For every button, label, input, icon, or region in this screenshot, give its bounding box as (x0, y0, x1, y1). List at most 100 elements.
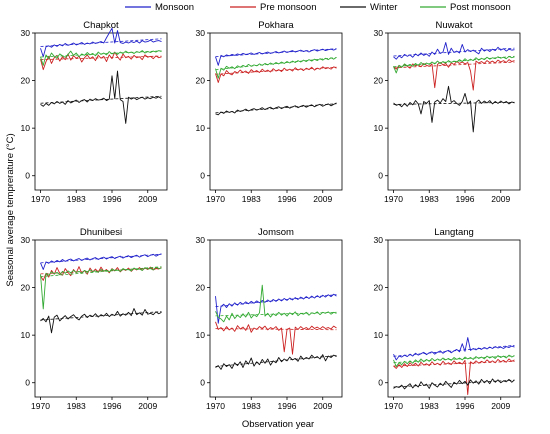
trend-line-pre (40, 55, 162, 61)
panel-frame (209, 32, 343, 191)
y-tick-label: 30 (21, 28, 31, 38)
y-tick-label: 30 (374, 235, 384, 245)
trend-line-monsoon (215, 48, 337, 58)
x-tick-label: 1983 (420, 194, 439, 204)
trend-line-post (40, 266, 162, 278)
panels: Chapkot 0 10 20 30 1970 1983 1996 2009 Pokhara 0 10… (21, 20, 521, 411)
series-line-pre (215, 66, 337, 83)
x-tick-label: 2009 (313, 401, 332, 411)
y-tick-label: 0 (378, 171, 383, 181)
series-line-winter (393, 85, 515, 133)
x-tick-label: 1996 (103, 194, 122, 204)
trend-line-winter (393, 101, 515, 105)
panel-frame (34, 32, 168, 191)
panel-title-nuwakot: Nuwakot (436, 20, 473, 31)
y-tick-label: 30 (21, 235, 31, 245)
x-tick-label: 1996 (278, 401, 297, 411)
series-line-winter (215, 354, 337, 370)
x-tick-label: 1970 (206, 401, 225, 411)
panel-title-pokhara: Pokhara (258, 20, 294, 31)
panel-title-jomsom: Jomsom (258, 227, 294, 238)
series-line-pre (393, 358, 515, 396)
trend-line-post (215, 57, 337, 71)
panel-title-dhunibesi: Dhunibesi (80, 227, 122, 238)
trend-line-pre (215, 328, 337, 331)
y-tick-label: 20 (374, 76, 384, 86)
trend-line-monsoon (393, 47, 515, 57)
series-line-winter (40, 308, 162, 334)
trend-line-winter (215, 355, 337, 367)
panel-frame (387, 32, 521, 191)
trend-line-winter (40, 95, 162, 104)
panel-pokhara: Pokhara 0 10 20 30 1970 1983 1996 2009 (196, 20, 343, 204)
x-tick-label: 1996 (456, 401, 475, 411)
x-tick-label: 1970 (31, 194, 50, 204)
legend-label-post: Post monsoon (450, 2, 511, 13)
series-line-monsoon (215, 48, 337, 66)
series-line-pre (393, 59, 515, 91)
series-line-pre (215, 321, 337, 355)
trend-line-post (393, 355, 515, 364)
y-tick-label: 20 (196, 76, 206, 86)
legend-label-pre: Pre monsoon (260, 2, 317, 13)
y-tick-label: 30 (196, 235, 206, 245)
trend-line-post (393, 55, 515, 68)
panel-dhunibesi: Dhunibesi 0 10 20 30 1970 1983 1996 2009 (21, 227, 168, 411)
x-tick-label: 1970 (31, 401, 50, 411)
y-tick-label: 0 (25, 378, 30, 388)
y-tick-label: 0 (200, 171, 205, 181)
x-tick-label: 1970 (384, 401, 403, 411)
series-line-post (40, 50, 162, 66)
trend-line-monsoon (393, 344, 515, 357)
x-tick-label: 1996 (103, 401, 122, 411)
trend-line-monsoon (40, 38, 162, 47)
x-tick-label: 1996 (278, 194, 297, 204)
panel-langtang: Langtang 0 10 20 30 1970 1983 1996 2009 (374, 227, 521, 411)
legend-label-winter: Winter (370, 2, 397, 13)
y-tick-label: 30 (196, 28, 206, 38)
y-tick-label: 10 (21, 330, 31, 340)
series-line-post (40, 266, 162, 310)
y-tick-label: 0 (200, 378, 205, 388)
panel-title-langtang: Langtang (434, 227, 474, 238)
panel-chapkot: Chapkot 0 10 20 30 1970 1983 1996 2009 (21, 20, 168, 204)
x-tick-label: 1983 (67, 401, 86, 411)
y-tick-label: 0 (378, 378, 383, 388)
trend-line-pre (393, 361, 515, 367)
panel-nuwakot: Nuwakot 0 10 20 30 1970 1983 1996 2009 (374, 20, 521, 204)
x-tick-label: 2009 (491, 194, 510, 204)
x-tick-label: 1983 (420, 401, 439, 411)
trend-line-winter (393, 379, 515, 388)
y-tick-label: 20 (374, 283, 384, 293)
x-tick-label: 1983 (242, 194, 261, 204)
trend-line-monsoon (215, 294, 337, 307)
series-line-post (393, 354, 515, 367)
trend-line-post (40, 50, 162, 58)
x-axis-label: Observation year (242, 419, 314, 430)
x-tick-label: 1983 (67, 194, 86, 204)
x-tick-label: 1983 (242, 401, 261, 411)
x-tick-label: 1970 (206, 194, 225, 204)
series-line-monsoon (215, 293, 337, 324)
y-tick-label: 30 (374, 28, 384, 38)
trend-line-winter (215, 103, 337, 114)
y-axis-label: Seasonal average temprerature (°C) (5, 133, 16, 286)
y-tick-label: 20 (196, 283, 206, 293)
panel-frame (34, 239, 168, 398)
y-tick-label: 10 (374, 330, 384, 340)
x-tick-label: 2009 (138, 194, 157, 204)
series-line-winter (215, 102, 337, 116)
x-tick-label: 2009 (491, 401, 510, 411)
trend-line-post (215, 311, 337, 317)
series-line-monsoon (393, 337, 515, 361)
x-tick-label: 2009 (138, 401, 157, 411)
x-tick-label: 2009 (313, 194, 332, 204)
panel-title-chapkot: Chapkot (83, 20, 119, 31)
series-line-post (215, 56, 337, 79)
x-tick-label: 1996 (456, 194, 475, 204)
y-tick-label: 10 (196, 123, 206, 133)
y-tick-label: 10 (21, 123, 31, 133)
trend-line-winter (40, 311, 162, 321)
